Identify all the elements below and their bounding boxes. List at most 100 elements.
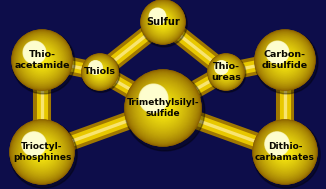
Circle shape: [220, 66, 223, 69]
Circle shape: [149, 94, 158, 103]
Circle shape: [22, 40, 62, 80]
Circle shape: [31, 141, 53, 163]
Circle shape: [261, 37, 308, 83]
Circle shape: [217, 63, 235, 81]
Circle shape: [138, 83, 188, 133]
Circle shape: [156, 101, 170, 115]
Circle shape: [33, 51, 51, 69]
Circle shape: [33, 143, 51, 161]
Circle shape: [139, 84, 168, 113]
Circle shape: [129, 74, 197, 142]
Circle shape: [15, 125, 69, 179]
Circle shape: [16, 126, 68, 178]
Circle shape: [253, 120, 317, 184]
Circle shape: [19, 37, 66, 83]
Circle shape: [144, 3, 182, 41]
Circle shape: [208, 54, 244, 90]
Circle shape: [262, 37, 308, 83]
Circle shape: [93, 65, 98, 70]
Circle shape: [265, 40, 305, 80]
Circle shape: [136, 81, 190, 135]
Circle shape: [144, 89, 163, 108]
Circle shape: [85, 58, 114, 86]
Circle shape: [217, 63, 226, 72]
Circle shape: [31, 49, 38, 56]
Circle shape: [153, 12, 173, 32]
Circle shape: [83, 56, 116, 88]
Circle shape: [258, 33, 312, 87]
Circle shape: [82, 54, 118, 90]
Circle shape: [151, 10, 164, 23]
Circle shape: [148, 7, 178, 37]
Circle shape: [149, 8, 177, 36]
Circle shape: [125, 70, 201, 146]
Circle shape: [137, 82, 189, 134]
Circle shape: [37, 54, 48, 66]
Circle shape: [87, 59, 113, 85]
Circle shape: [24, 43, 59, 77]
Circle shape: [274, 49, 297, 71]
Circle shape: [258, 33, 312, 87]
Circle shape: [147, 92, 160, 105]
Circle shape: [125, 70, 201, 146]
Circle shape: [143, 88, 183, 128]
Circle shape: [260, 127, 310, 177]
Circle shape: [157, 16, 169, 28]
Circle shape: [145, 90, 181, 126]
Circle shape: [219, 65, 233, 79]
Circle shape: [156, 15, 170, 29]
Circle shape: [13, 124, 70, 180]
Text: Thiols: Thiols: [84, 67, 116, 77]
Circle shape: [257, 124, 313, 180]
Circle shape: [141, 86, 166, 111]
Circle shape: [270, 45, 285, 60]
Circle shape: [34, 52, 50, 68]
Circle shape: [152, 11, 163, 22]
Circle shape: [272, 47, 283, 58]
Circle shape: [208, 54, 244, 90]
Circle shape: [255, 31, 318, 94]
Circle shape: [29, 47, 40, 58]
Circle shape: [89, 61, 111, 83]
Circle shape: [269, 136, 302, 169]
Circle shape: [133, 78, 193, 138]
Circle shape: [155, 100, 171, 116]
Circle shape: [90, 62, 101, 73]
Circle shape: [266, 133, 288, 155]
Circle shape: [213, 59, 239, 85]
Circle shape: [82, 54, 118, 90]
Circle shape: [149, 8, 177, 36]
Circle shape: [31, 49, 38, 56]
Circle shape: [151, 96, 175, 120]
Circle shape: [272, 138, 283, 150]
Circle shape: [208, 55, 246, 92]
Circle shape: [222, 68, 230, 76]
Circle shape: [91, 64, 99, 72]
Circle shape: [26, 44, 43, 61]
Circle shape: [24, 135, 43, 153]
Circle shape: [14, 124, 70, 180]
Circle shape: [150, 9, 176, 35]
Circle shape: [221, 67, 230, 77]
Circle shape: [24, 42, 45, 63]
Circle shape: [144, 89, 182, 127]
Circle shape: [94, 66, 106, 78]
Circle shape: [159, 18, 167, 26]
Circle shape: [153, 12, 162, 22]
Circle shape: [259, 126, 311, 178]
Circle shape: [259, 126, 311, 178]
Circle shape: [142, 88, 184, 129]
Circle shape: [29, 47, 55, 73]
Circle shape: [272, 47, 298, 73]
Circle shape: [96, 68, 104, 76]
Circle shape: [142, 87, 184, 129]
Circle shape: [91, 63, 100, 72]
Circle shape: [209, 55, 243, 89]
Circle shape: [259, 34, 311, 86]
Circle shape: [33, 143, 52, 161]
Circle shape: [261, 36, 309, 84]
Circle shape: [145, 91, 161, 106]
Circle shape: [91, 63, 100, 72]
Circle shape: [275, 143, 294, 161]
Circle shape: [22, 132, 46, 156]
